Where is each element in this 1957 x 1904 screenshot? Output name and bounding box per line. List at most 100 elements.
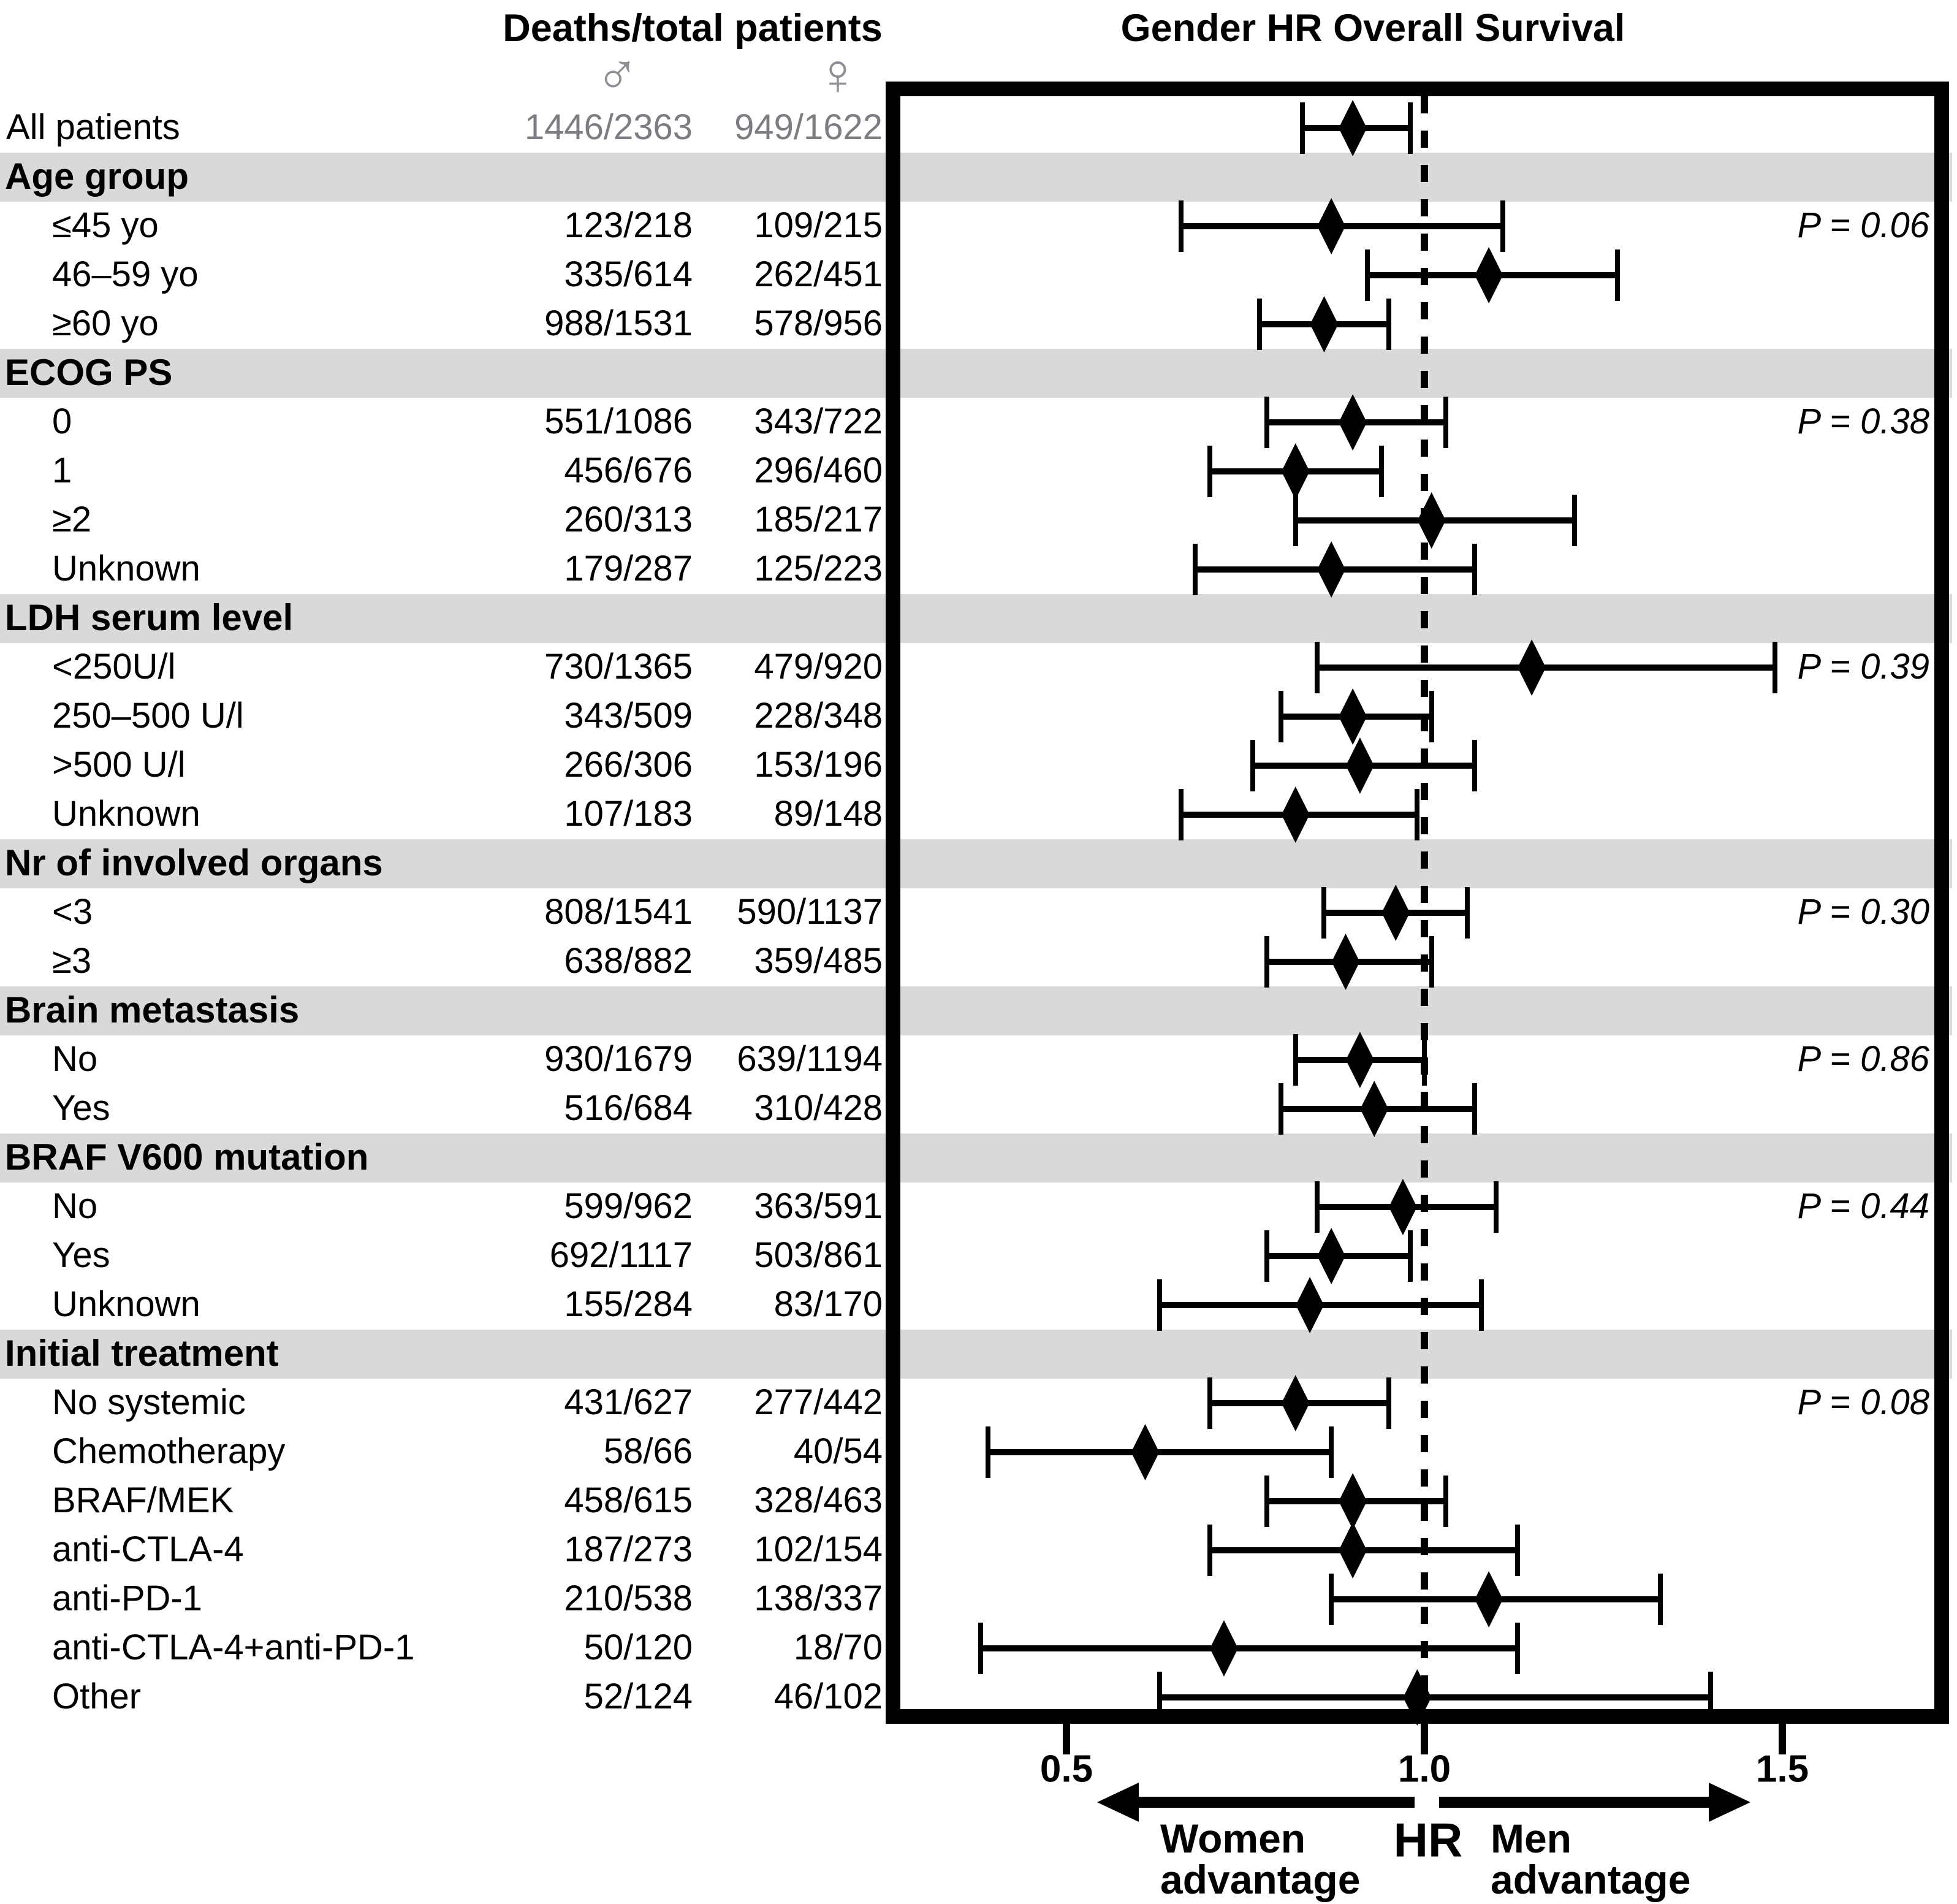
deaths-male-value: 1446/2363 bbox=[524, 107, 693, 148]
ci-cap-left bbox=[1300, 102, 1305, 154]
deaths-male-value: 123/218 bbox=[564, 205, 693, 246]
men-arrow-shaft bbox=[1439, 1797, 1710, 1808]
deaths-male-value: 431/627 bbox=[564, 1382, 693, 1423]
ci-cap-left bbox=[1264, 1476, 1270, 1527]
ci-cap-left bbox=[1279, 691, 1284, 742]
ci-cap-right bbox=[1500, 200, 1506, 252]
row-label: 1 bbox=[52, 451, 72, 491]
men-advantage-label-line2: advantage bbox=[1491, 1857, 1691, 1902]
plot-frame bbox=[886, 82, 1949, 1724]
ci-cap-left bbox=[1329, 1574, 1334, 1625]
ci-cap-left bbox=[1207, 1377, 1212, 1429]
section-band bbox=[0, 839, 1952, 888]
deaths-female-value: 328/463 bbox=[754, 1480, 883, 1521]
ci-cap-right bbox=[1572, 495, 1578, 546]
row-label: Yes bbox=[52, 1235, 110, 1276]
p-value: P = 0.06 bbox=[1797, 205, 1929, 246]
ci-cap-right bbox=[1708, 1672, 1714, 1723]
row-label: ≥2 bbox=[52, 500, 92, 540]
ci-cap-left bbox=[1293, 495, 1298, 546]
ci-cap-left bbox=[1178, 789, 1184, 840]
ci-cap-right bbox=[1658, 1574, 1663, 1625]
deaths-female-value: 138/337 bbox=[754, 1578, 883, 1619]
section-label: LDH serum level bbox=[5, 597, 294, 639]
row-label: Unknown bbox=[52, 1284, 200, 1325]
male-symbol-icon: ♂ bbox=[595, 42, 639, 107]
deaths-female-value: 479/920 bbox=[754, 647, 883, 687]
ci-cap-left bbox=[1178, 200, 1184, 252]
deaths-male-value: 988/1531 bbox=[544, 303, 693, 344]
ci-cap-right bbox=[1422, 1034, 1427, 1086]
axis-tick-0-5 bbox=[1063, 1724, 1070, 1754]
row-label: Chemotherapy bbox=[52, 1431, 286, 1472]
deaths-male-value: 551/1086 bbox=[544, 402, 693, 442]
deaths-male-value: 692/1117 bbox=[549, 1235, 693, 1276]
section-label: Age group bbox=[5, 156, 189, 197]
ci-cap-left bbox=[1264, 936, 1270, 988]
deaths-male-value: 335/614 bbox=[564, 254, 693, 295]
ci-cap-left bbox=[1279, 1083, 1284, 1135]
deaths-female-value: 590/1137 bbox=[737, 892, 883, 932]
hr-axis-label: HR bbox=[1393, 1813, 1463, 1867]
deaths-female-value: 363/591 bbox=[754, 1186, 883, 1227]
ci-cap-right bbox=[1429, 691, 1434, 742]
row-label: anti-CTLA-4+anti-PD-1 bbox=[52, 1628, 415, 1668]
ci-cap-left bbox=[1314, 1181, 1320, 1233]
deaths-male-value: 456/676 bbox=[564, 451, 693, 491]
p-value: P = 0.44 bbox=[1797, 1186, 1929, 1227]
ci-cap-left bbox=[1207, 1525, 1212, 1576]
ci-cap-left bbox=[1321, 887, 1327, 939]
ci-cap-left bbox=[978, 1623, 983, 1674]
deaths-female-value: 18/70 bbox=[793, 1628, 883, 1668]
section-band bbox=[0, 1133, 1952, 1182]
ci-cap-left bbox=[1157, 1279, 1162, 1331]
ci-cap-left bbox=[985, 1426, 990, 1478]
axis-tick-label-1-5: 1.5 bbox=[1755, 1748, 1809, 1791]
deaths-female-value: 228/348 bbox=[754, 696, 883, 736]
ci-cap-right bbox=[1472, 1083, 1477, 1135]
deaths-female-value: 949/1622 bbox=[734, 107, 883, 148]
deaths-male-value: 266/306 bbox=[564, 745, 693, 785]
row-label: anti-PD-1 bbox=[52, 1578, 202, 1619]
row-label: <3 bbox=[52, 892, 93, 932]
section-label: BRAF V600 mutation bbox=[5, 1137, 369, 1178]
p-value: P = 0.39 bbox=[1797, 647, 1929, 687]
row-label: 0 bbox=[52, 402, 72, 442]
men-advantage-label-line1: Men bbox=[1491, 1816, 1571, 1861]
row-label: ≥3 bbox=[52, 941, 92, 981]
deaths-male-value: 730/1365 bbox=[544, 647, 693, 687]
deaths-female-value: 310/428 bbox=[754, 1088, 883, 1129]
ci-line bbox=[987, 1449, 1332, 1455]
deaths-female-value: 343/722 bbox=[754, 402, 883, 442]
ci-cap-right bbox=[1465, 887, 1470, 939]
deaths-female-value: 102/154 bbox=[754, 1529, 883, 1570]
deaths-male-value: 930/1679 bbox=[544, 1039, 693, 1080]
ci-cap-right bbox=[1407, 1230, 1413, 1282]
ci-cap-left bbox=[1314, 642, 1320, 693]
row-label: Yes bbox=[52, 1088, 110, 1129]
row-label: BRAF/MEK bbox=[52, 1480, 234, 1521]
ci-cap-right bbox=[1773, 642, 1778, 693]
row-label: anti-CTLA-4 bbox=[52, 1529, 244, 1570]
ci-cap-left bbox=[1257, 299, 1263, 350]
axis-tick-label-0-5: 0.5 bbox=[1039, 1748, 1093, 1791]
deaths-female-value: 262/451 bbox=[754, 254, 883, 295]
ci-cap-right bbox=[1407, 102, 1413, 154]
plot-title: Gender HR Overall Survival bbox=[1120, 7, 1625, 50]
row-label: No bbox=[52, 1186, 98, 1227]
section-label: Initial treatment bbox=[5, 1333, 279, 1374]
ci-cap-left bbox=[1293, 1034, 1298, 1086]
ci-cap-right bbox=[1386, 299, 1391, 350]
deaths-female-value: 125/223 bbox=[754, 549, 883, 589]
row-label: ≤45 yo bbox=[52, 205, 159, 246]
ci-line bbox=[1159, 1694, 1711, 1700]
deaths-male-value: 808/1541 bbox=[544, 892, 693, 932]
row-label: Unknown bbox=[52, 794, 200, 834]
section-label: ECOG PS bbox=[5, 352, 173, 394]
p-value: P = 0.08 bbox=[1797, 1382, 1929, 1423]
deaths-male-value: 107/183 bbox=[564, 794, 693, 834]
female-symbol-icon: ♀ bbox=[816, 42, 860, 107]
ci-cap-right bbox=[1443, 1476, 1449, 1527]
ci-line bbox=[1317, 664, 1776, 671]
ci-cap-right bbox=[1472, 740, 1477, 791]
